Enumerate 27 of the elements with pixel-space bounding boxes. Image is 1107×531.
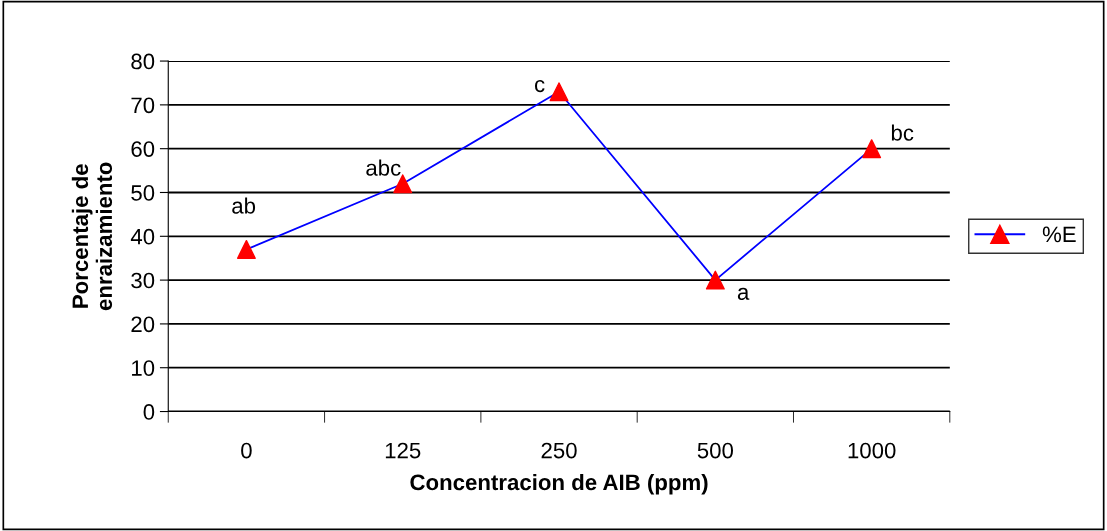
- point: [705, 270, 725, 290]
- point: [236, 239, 256, 259]
- annotation: c: [534, 79, 545, 93]
- y-tick-label: 50: [131, 185, 155, 201]
- legend-label: %E: [1042, 226, 1076, 243]
- y-tick-label: 20: [131, 316, 155, 333]
- point: [393, 174, 413, 194]
- annotation: abc: [366, 159, 401, 176]
- x-axis-title: Concentracion de AIB (ppm): [410, 473, 708, 495]
- x-tick-label: 0: [241, 442, 252, 459]
- annotation: ab: [232, 197, 256, 214]
- y-tick-label: 80: [131, 53, 155, 70]
- annotation: a: [737, 287, 750, 300]
- y-axis-title: Porcentaje de enraizamiento: [71, 162, 113, 311]
- point: [862, 139, 882, 159]
- annotation: bc: [891, 124, 914, 141]
- x-tick-label: 250: [541, 442, 577, 459]
- y-tick-label: 0: [143, 404, 155, 420]
- y-tick-label: 40: [130, 228, 155, 245]
- point: [549, 82, 569, 102]
- y-tick-label: 10: [132, 360, 155, 376]
- y-tick-label: 70: [131, 97, 155, 114]
- x-tick-label: 125: [385, 442, 421, 459]
- x-tick-label: 500: [697, 442, 734, 459]
- y-tick-label: 60: [131, 141, 155, 157]
- y-tick-label: 30: [131, 272, 155, 289]
- x-tick-label: 1000: [848, 442, 896, 459]
